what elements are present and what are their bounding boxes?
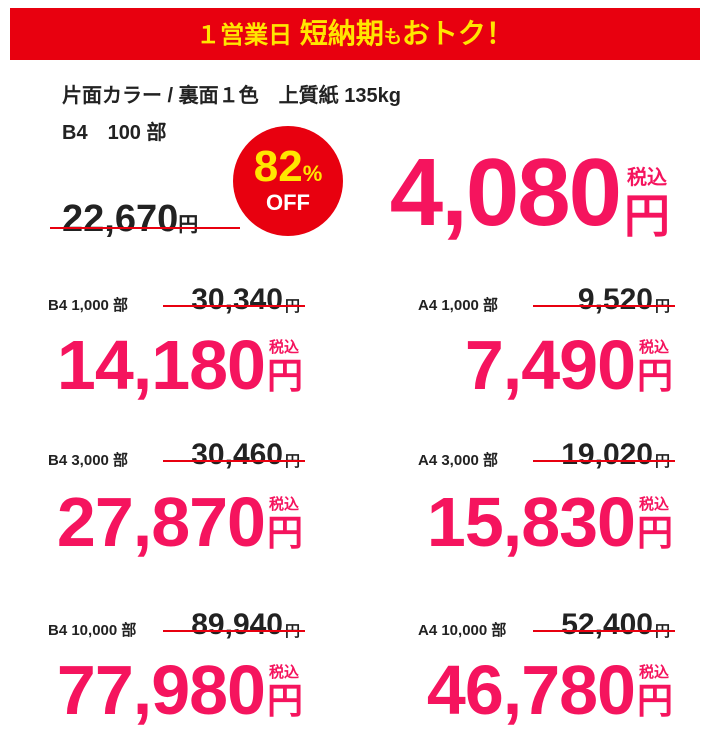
strike-line — [533, 305, 675, 307]
tax-label: 税込 — [639, 496, 670, 513]
banner-main: 短納期 — [299, 18, 384, 49]
old-price-value: 22,670 — [62, 198, 179, 240]
strike-line — [163, 305, 305, 307]
banner-small: も — [383, 27, 402, 47]
strike-line — [163, 630, 305, 632]
tax-label: 税込 — [627, 167, 667, 189]
main-price: 4,080 — [389, 139, 622, 246]
old-price: 30,460 — [191, 438, 283, 471]
tax-label: 税込 — [269, 664, 300, 681]
old-price: 30,340 — [191, 283, 283, 316]
price: 14,180 — [56, 326, 266, 404]
strike-line — [163, 460, 305, 462]
old-price: 52,400 — [561, 608, 653, 641]
old-price: 89,940 — [191, 608, 283, 641]
yen-unit: 円 — [637, 355, 674, 396]
yen-unit: 円 — [637, 680, 674, 721]
spec-line: B4 100 部 — [62, 122, 167, 144]
price: 46,780 — [426, 651, 636, 729]
yen-unit: 円 — [624, 190, 670, 242]
item-label: A4 3,000 部 — [418, 452, 499, 469]
yen-unit: 円 — [267, 512, 304, 553]
badge-number: 82 — [253, 142, 303, 191]
yen-unit: 円 — [267, 680, 304, 721]
item-label: B4 1,000 部 — [48, 297, 129, 314]
old-price: 19,020 — [561, 438, 653, 471]
old-price: 9,520 — [577, 283, 653, 316]
price: 27,870 — [56, 483, 266, 561]
strike-line — [533, 460, 675, 462]
tax-label: 税込 — [269, 496, 300, 513]
strike-line — [533, 630, 675, 632]
banner-lead: １営業日 — [196, 22, 293, 49]
banner-tail: おトク！ — [401, 18, 514, 49]
item-label: B4 3,000 部 — [48, 452, 129, 469]
badge-rate: 82% — [233, 145, 343, 189]
yen-unit: 円 — [637, 512, 674, 553]
price: 7,490 — [464, 326, 636, 404]
old-price: 22,670円 — [62, 200, 198, 238]
badge-off: OFF — [266, 190, 310, 215]
item-label: B4 10,000 部 — [48, 622, 137, 639]
item-label: A4 1,000 部 — [418, 297, 499, 314]
discount-badge — [233, 126, 343, 236]
tax-label: 税込 — [269, 339, 300, 356]
price: 77,980 — [56, 651, 266, 729]
strike-line — [50, 227, 240, 229]
spec-line: 片面カラー / 裏面１色 上質紙 135kg — [62, 85, 401, 107]
item-label: A4 10,000 部 — [418, 622, 507, 639]
badge-percent: % — [302, 161, 323, 186]
tax-label: 税込 — [639, 664, 670, 681]
tax-label: 税込 — [639, 339, 670, 356]
price: 15,830 — [426, 483, 636, 561]
yen-unit: 円 — [267, 355, 304, 396]
banner — [10, 8, 700, 60]
banner-text: １営業日 短納期もおトク！ — [10, 20, 700, 48]
yen-unit: 円 — [178, 214, 199, 236]
